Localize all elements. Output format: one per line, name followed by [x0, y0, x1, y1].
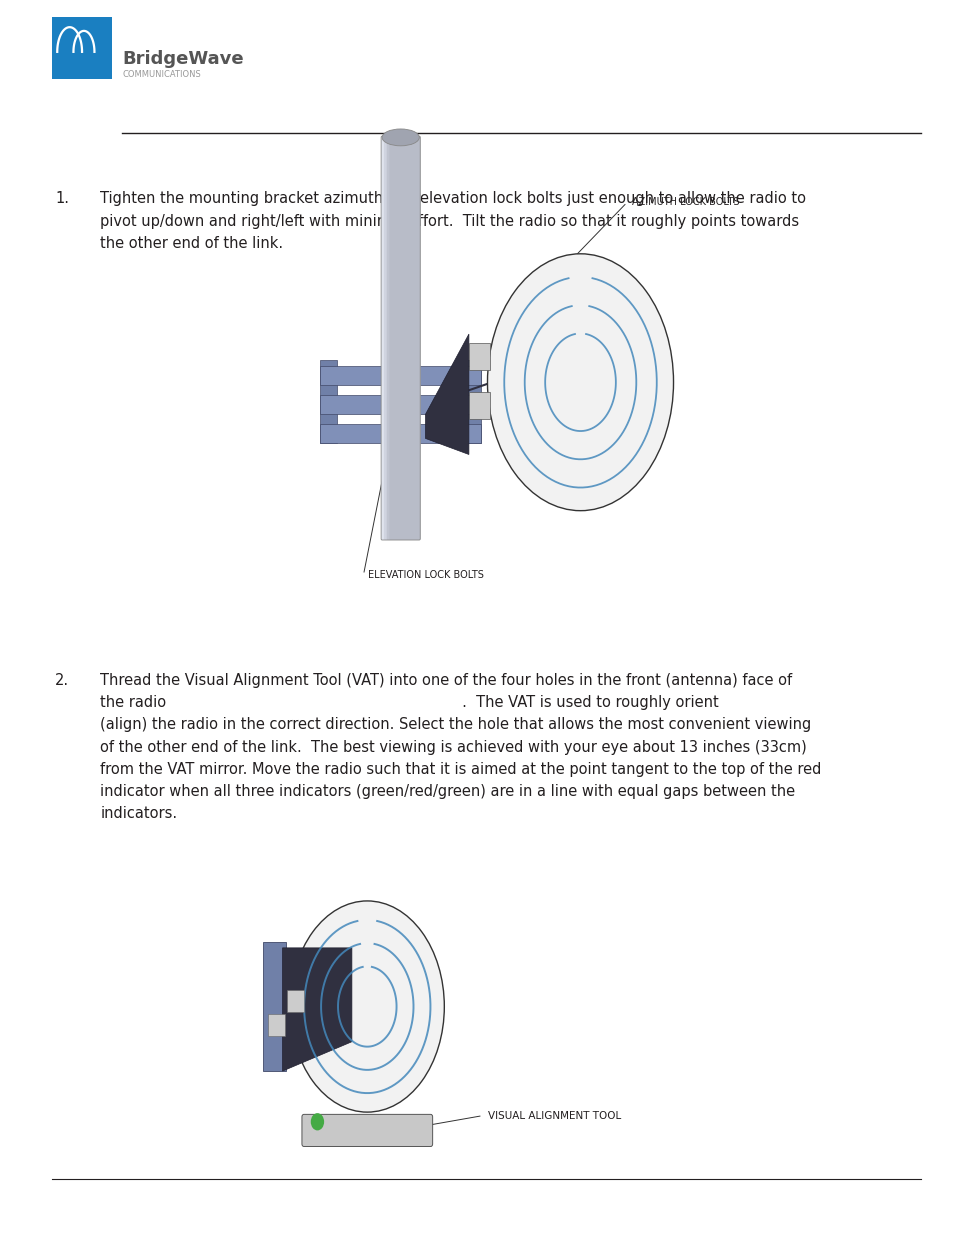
FancyBboxPatch shape [468, 393, 489, 420]
Text: ELEVATION LOCK BOLTS: ELEVATION LOCK BOLTS [368, 569, 483, 580]
Polygon shape [425, 335, 469, 454]
Text: Thread the Visual Alignment Tool (VAT) into one of the four holes in the front (: Thread the Visual Alignment Tool (VAT) i… [100, 673, 821, 821]
Text: AZIMUTH LOCK BOLTS: AZIMUTH LOCK BOLTS [631, 198, 739, 207]
FancyBboxPatch shape [319, 367, 480, 385]
Ellipse shape [290, 902, 444, 1112]
FancyBboxPatch shape [319, 359, 337, 443]
Text: Tighten the mounting bracket azimuth and elevation lock bolts just enough to all: Tighten the mounting bracket azimuth and… [100, 191, 805, 251]
FancyBboxPatch shape [380, 136, 419, 540]
FancyBboxPatch shape [268, 1014, 285, 1036]
Text: COMMUNICATIONS: COMMUNICATIONS [122, 69, 201, 79]
FancyBboxPatch shape [463, 359, 480, 443]
Text: 2.: 2. [55, 673, 70, 688]
Circle shape [311, 1113, 324, 1130]
FancyBboxPatch shape [263, 942, 286, 1071]
Text: VISUAL ALIGNMENT TOOL: VISUAL ALIGNMENT TOOL [487, 1110, 620, 1120]
FancyBboxPatch shape [301, 1114, 432, 1146]
FancyBboxPatch shape [383, 136, 419, 540]
FancyBboxPatch shape [389, 136, 419, 540]
FancyBboxPatch shape [319, 424, 480, 443]
FancyBboxPatch shape [468, 342, 489, 370]
FancyBboxPatch shape [386, 136, 419, 540]
Text: 1.: 1. [55, 191, 70, 206]
FancyBboxPatch shape [287, 989, 304, 1011]
FancyBboxPatch shape [319, 395, 480, 415]
Polygon shape [282, 948, 352, 1071]
FancyBboxPatch shape [52, 17, 112, 79]
Ellipse shape [381, 128, 419, 146]
Text: BridgeWave: BridgeWave [122, 51, 243, 68]
Ellipse shape [487, 254, 673, 511]
